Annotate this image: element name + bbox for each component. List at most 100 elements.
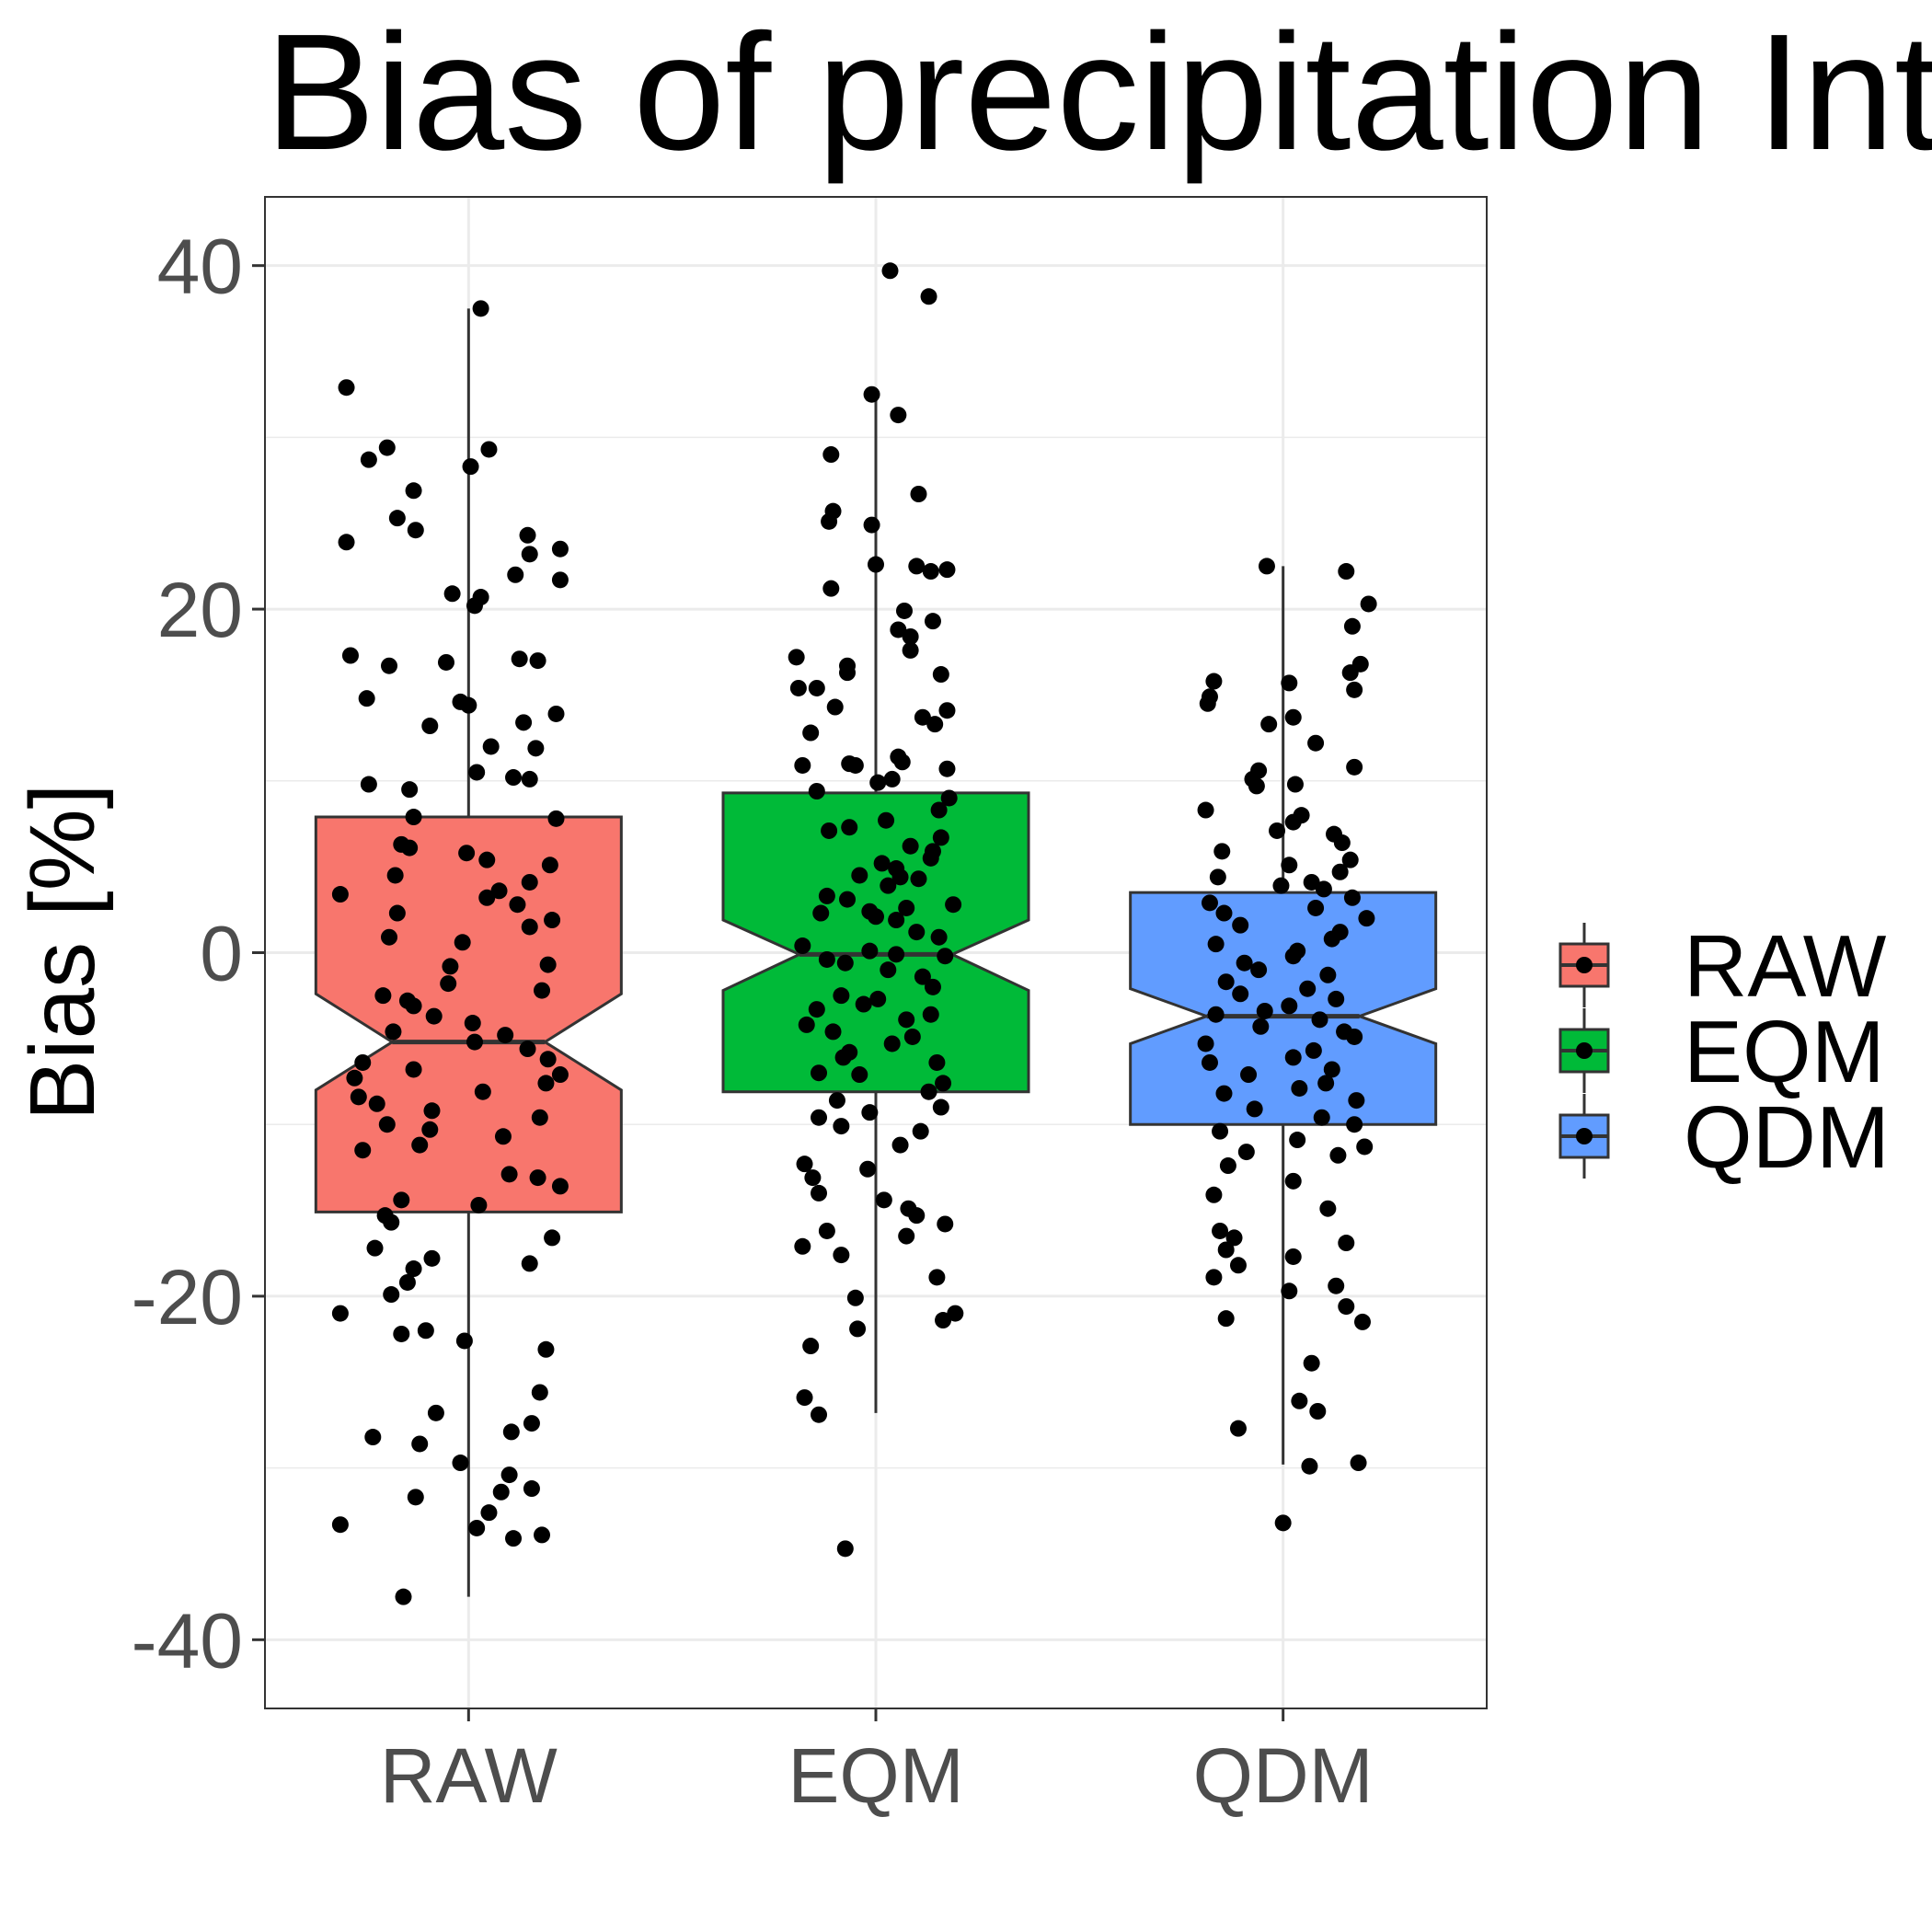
data-point: [818, 950, 835, 968]
data-point: [1269, 822, 1286, 839]
points-layer: [331, 262, 1377, 1605]
legend-label: EQM: [1684, 1003, 1885, 1101]
data-point: [539, 956, 557, 973]
data-point: [1248, 777, 1265, 795]
data-point: [1284, 813, 1302, 831]
data-point: [935, 1075, 952, 1092]
data-point: [914, 968, 931, 985]
data-point: [1343, 617, 1361, 635]
notched-box: [721, 791, 1030, 1094]
data-point: [859, 1160, 877, 1178]
data-point: [902, 837, 919, 855]
data-point: [898, 1227, 915, 1245]
data-point: [1284, 948, 1302, 965]
data-point: [839, 664, 857, 682]
data-point: [875, 1191, 892, 1209]
data-point: [1232, 985, 1249, 1003]
data-point: [398, 1273, 416, 1291]
data-point: [1274, 1514, 1292, 1532]
data-point: [531, 1109, 548, 1126]
data-point: [454, 934, 471, 951]
data-point: [541, 857, 558, 874]
data-point: [868, 908, 884, 926]
data-point: [811, 1064, 828, 1082]
data-point: [405, 482, 422, 500]
data-point: [534, 1526, 551, 1544]
data-point: [930, 801, 948, 819]
data-point: [833, 1118, 850, 1135]
data-point: [1205, 1186, 1223, 1203]
data-point: [468, 1519, 486, 1536]
data-point: [788, 649, 805, 666]
data-point: [826, 698, 844, 716]
data-point: [1319, 1200, 1337, 1217]
data-point: [822, 580, 840, 597]
data-point: [804, 1169, 822, 1187]
data-point: [1286, 776, 1304, 793]
data-point: [908, 1207, 926, 1225]
data-point: [912, 1122, 929, 1140]
x-tick-label: QDM: [1193, 1732, 1374, 1819]
data-point: [1219, 1157, 1236, 1175]
data-point: [1201, 1053, 1218, 1071]
data-point: [935, 1312, 952, 1329]
data-point: [472, 300, 489, 317]
data-point: [855, 995, 872, 1013]
data-point: [529, 1169, 546, 1187]
data-point: [1299, 980, 1317, 997]
data-point: [368, 1095, 385, 1112]
data-point: [1213, 843, 1231, 860]
legend-item-eqm: EQM: [1558, 1003, 1885, 1101]
data-point: [1284, 1172, 1302, 1190]
data-point: [523, 1415, 540, 1432]
data-point: [920, 288, 937, 305]
data-point: [839, 891, 857, 908]
data-point: [1291, 1079, 1308, 1097]
data-point: [1350, 1455, 1367, 1472]
data-point: [407, 522, 424, 539]
data-point: [910, 870, 927, 888]
data-point: [381, 657, 398, 674]
legend-label: RAW: [1684, 917, 1887, 1016]
data-point: [500, 1166, 518, 1183]
data-point: [846, 1289, 864, 1306]
data-point: [818, 887, 835, 904]
data-point: [1199, 695, 1216, 712]
data-point: [511, 650, 528, 668]
data-point: [861, 1104, 879, 1121]
data-point: [1341, 851, 1359, 868]
data-point: [1343, 889, 1361, 906]
data-point: [1236, 954, 1253, 972]
data-point: [937, 1215, 954, 1233]
data-point: [462, 458, 479, 476]
data-point: [1209, 868, 1226, 886]
data-point: [868, 556, 884, 573]
data-point: [1207, 936, 1225, 953]
data-point: [922, 849, 939, 867]
data-point: [494, 1128, 512, 1145]
data-point: [1313, 1109, 1330, 1126]
data-point: [497, 1027, 514, 1044]
data-point: [338, 379, 355, 397]
data-point: [378, 439, 396, 456]
data-point: [1328, 990, 1345, 1007]
data-point: [521, 1255, 538, 1272]
data-point: [531, 1384, 548, 1401]
data-point: [482, 738, 500, 755]
data-point: [505, 1530, 523, 1547]
data-point: [521, 873, 538, 891]
data-point: [869, 990, 887, 1007]
data-point: [1240, 1066, 1258, 1084]
data-point: [388, 510, 406, 527]
data-point: [1205, 1269, 1223, 1286]
data-point: [480, 1504, 498, 1522]
data-point: [1205, 673, 1223, 690]
data-point: [551, 1178, 569, 1195]
data-point: [411, 1435, 429, 1453]
data-point: [417, 1322, 434, 1340]
data-point: [1346, 1028, 1363, 1045]
data-point: [836, 1540, 854, 1558]
data-point: [405, 809, 422, 826]
data-point: [1305, 1041, 1322, 1059]
data-point: [928, 1053, 946, 1071]
